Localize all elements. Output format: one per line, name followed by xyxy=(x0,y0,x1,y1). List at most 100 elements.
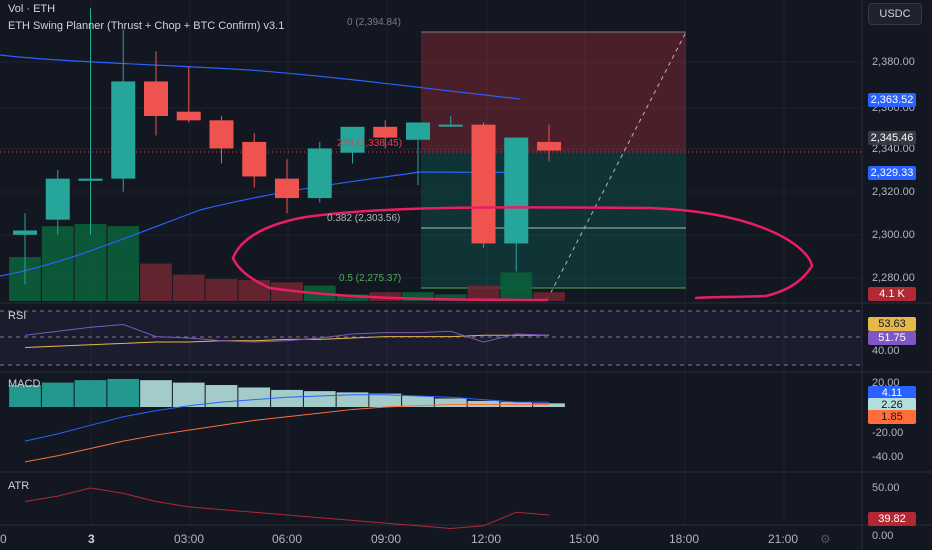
candle-body xyxy=(307,148,332,199)
candle-body xyxy=(471,124,496,244)
time-tick: 12:00 xyxy=(471,532,502,546)
fib-label-0382: 0.382 (2,303.56) xyxy=(327,213,401,224)
macd-histogram-bar xyxy=(369,393,402,407)
hand-drawn-ellipse[interactable] xyxy=(231,206,814,302)
stop-zone[interactable] xyxy=(421,32,686,152)
last-price-tag: 2,345.46 xyxy=(868,131,916,145)
atr-line xyxy=(24,487,550,530)
candle-body xyxy=(537,141,561,151)
macd-histogram-bar xyxy=(41,382,74,407)
volume-bar xyxy=(238,280,271,301)
atr-plot-line xyxy=(24,487,550,530)
atr-value-tag: 39.82 xyxy=(868,512,916,526)
indicator-title: ETH Swing Planner (Thrust + Chop + BTC C… xyxy=(8,20,285,32)
time-tick: 0 xyxy=(0,532,7,546)
price-tick: 2,280.00 xyxy=(872,272,915,284)
price-tick: 2,300.00 xyxy=(872,229,915,241)
price-tick: 2,320.00 xyxy=(872,186,915,198)
macd-histogram-bar xyxy=(140,380,172,407)
grid xyxy=(0,0,862,525)
macd-histogram-bar xyxy=(107,378,140,407)
macd-tick: -40.00 xyxy=(872,451,904,463)
settings-icon[interactable]: ⚙ xyxy=(820,532,831,546)
time-tick: 15:00 xyxy=(569,532,600,546)
macd-signal-line xyxy=(24,404,549,463)
upper-ma-price-tag: 2,363.52 xyxy=(868,93,916,107)
volume-bar xyxy=(402,292,434,301)
macd-label: MACD xyxy=(8,378,41,390)
volume-bar xyxy=(336,294,369,301)
volume-legend: Vol · ETH xyxy=(8,3,56,15)
candle-body xyxy=(209,120,234,149)
rsi-band xyxy=(0,311,862,365)
macd-signal-tag: 1.85 xyxy=(868,410,916,424)
candle-body xyxy=(13,230,37,235)
price-tick: 2,380.00 xyxy=(872,56,915,68)
projection-line xyxy=(546,31,687,301)
macd-histogram-bar xyxy=(238,387,271,407)
volume-bar xyxy=(205,279,238,301)
hand-drawn-ellipse-left xyxy=(231,256,272,290)
rsi-value-tag: 53.63 xyxy=(868,317,916,331)
volume-bar xyxy=(271,282,303,301)
target-zone[interactable] xyxy=(421,152,686,288)
volume-bar xyxy=(434,294,467,301)
time-tick: 09:00 xyxy=(371,532,402,546)
macd-hist-tag: 2.26 xyxy=(868,398,916,412)
candle-body xyxy=(111,81,136,179)
volume-bar xyxy=(533,292,565,301)
rsi-ma-line xyxy=(24,334,549,348)
rsi-line xyxy=(24,323,550,343)
macd-histogram-bar xyxy=(74,380,107,407)
volume-bar xyxy=(172,274,205,301)
candle-body xyxy=(78,178,103,181)
candle-body xyxy=(373,126,398,138)
candle-body xyxy=(45,178,70,220)
macd-histogram-bar xyxy=(533,403,565,407)
macd-tick: -20.00 xyxy=(872,427,904,439)
fib-label-236: 236 (2,338.45) xyxy=(337,138,403,149)
time-tick: 06:00 xyxy=(272,532,303,546)
candle-body xyxy=(144,81,168,116)
volume-bar xyxy=(500,272,533,301)
volume-tag: 4.1 K xyxy=(868,287,916,301)
volume-bar xyxy=(107,226,140,301)
lower-ma-price-tag: 2,329.33 xyxy=(868,166,916,180)
candle-body xyxy=(438,124,463,127)
volume-bar xyxy=(41,226,74,301)
macd-plot xyxy=(9,378,565,463)
macd-histogram-bar xyxy=(303,391,336,407)
candle-body xyxy=(340,126,365,153)
time-tick: 03:00 xyxy=(174,532,205,546)
candle-body xyxy=(504,137,529,244)
macd-histogram-bar xyxy=(271,389,303,407)
time-tick: 3 xyxy=(88,532,95,546)
price-tick: 2,340.00 xyxy=(872,143,915,155)
atr-tick: 0.00 xyxy=(872,530,894,542)
macd-histogram-bar xyxy=(172,382,205,407)
fib-label-05: 0.5 (2,275.37) xyxy=(339,273,402,284)
volume-bar xyxy=(74,224,107,301)
time-tick: 21:00 xyxy=(768,532,799,546)
candle-body xyxy=(275,178,299,199)
currency-button[interactable]: USDC xyxy=(868,3,922,25)
atr-tick: 50.00 xyxy=(872,482,900,494)
rsi-ma-tag: 51.75 xyxy=(868,331,916,345)
ma-upper-line xyxy=(0,54,521,100)
volume-bar xyxy=(140,263,172,301)
rsi-lines xyxy=(24,323,550,348)
rsi-label: RSI xyxy=(8,310,27,322)
macd-histogram-bar xyxy=(467,400,500,407)
macd-histogram-bar xyxy=(434,398,467,407)
macd-line xyxy=(24,394,549,442)
candles xyxy=(13,8,561,285)
atr-label: ATR xyxy=(8,480,30,492)
macd-histogram-bar xyxy=(9,385,41,407)
fib-label-0: 0 (2,394.84) xyxy=(347,17,401,28)
macd-histogram-bar xyxy=(336,392,369,407)
time-tick: 18:00 xyxy=(669,532,700,546)
volume-bar xyxy=(467,285,500,301)
candle-body xyxy=(406,122,430,140)
